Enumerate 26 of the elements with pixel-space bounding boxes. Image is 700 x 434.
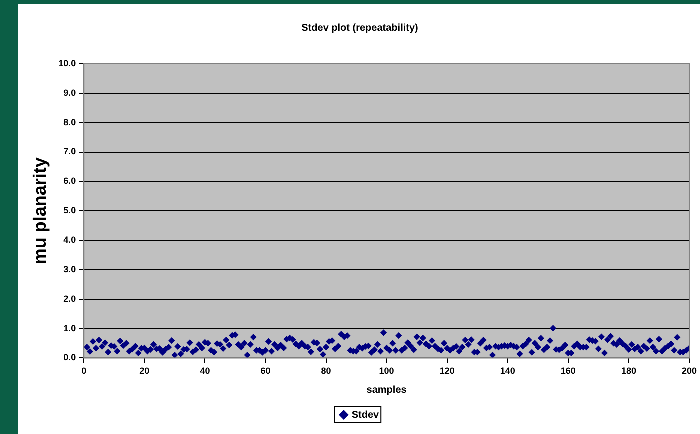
y-tick-label: 1.0 — [64, 323, 76, 334]
x-tick-label: 80 — [321, 366, 332, 376]
x-tick-label: 140 — [500, 366, 516, 376]
y-tick-label: 8.0 — [64, 117, 76, 128]
x-tick-label: 200 — [682, 366, 698, 376]
x-tick-label: 20 — [140, 366, 150, 376]
x-tick-label: 120 — [440, 366, 455, 376]
y-tick-label: 9.0 — [64, 88, 76, 98]
x-tick-label: 0 — [82, 366, 87, 376]
legend-label: Stdev — [352, 410, 380, 421]
x-tick-label: 60 — [260, 366, 271, 376]
y-tick-label: 5.0 — [64, 206, 76, 216]
x-axis-title: samples — [366, 384, 408, 396]
y-axis-title: mu planarity — [30, 158, 50, 265]
y-tick-label: 0.0 — [64, 352, 76, 363]
x-tick-label: 160 — [560, 366, 576, 376]
y-tick-label: 2.0 — [64, 294, 76, 304]
y-tick-label: 10.0 — [58, 58, 76, 68]
x-tick-label: 100 — [379, 366, 394, 376]
x-tick-label: 180 — [621, 366, 636, 376]
chart-title: Stdev plot (repeatability) — [302, 22, 418, 34]
y-tick-label: 3.0 — [64, 264, 76, 274]
y-tick-label: 7.0 — [64, 146, 76, 157]
x-tick-label: 40 — [200, 366, 210, 376]
y-tick-label: 6.0 — [64, 176, 76, 186]
y-tick-label: 4.0 — [64, 235, 76, 246]
